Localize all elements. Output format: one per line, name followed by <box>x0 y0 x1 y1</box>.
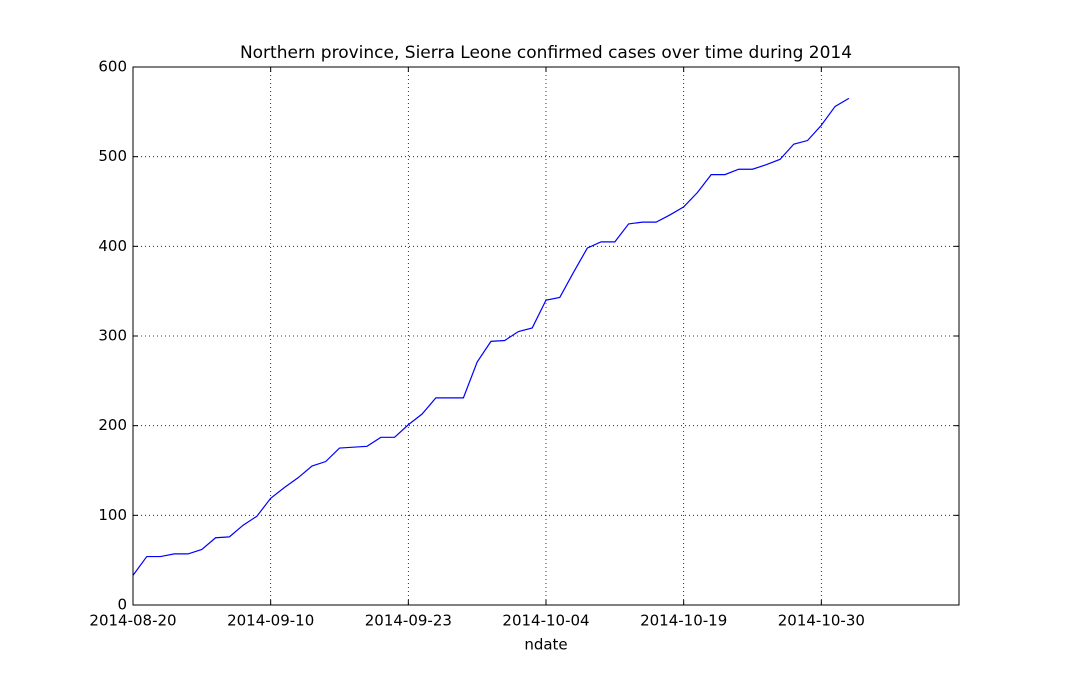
y-tick-label: 600 <box>98 58 127 76</box>
y-tick-label: 300 <box>98 327 127 345</box>
x-tick-label: 2014-10-04 <box>502 612 589 630</box>
plot-frame <box>132 66 960 606</box>
y-tick-label: 500 <box>98 147 127 165</box>
data-line <box>132 97 850 576</box>
x-tick-label: 2014-08-20 <box>89 612 176 630</box>
x-tick-label: 2014-09-23 <box>365 612 452 630</box>
y-tick-label: 100 <box>98 506 127 524</box>
y-tick-label: 400 <box>98 237 127 255</box>
x-tick-label: 2014-10-30 <box>778 612 865 630</box>
chart-title: Northern province, Sierra Leone confirme… <box>240 43 852 63</box>
x-axis-label: ndate <box>524 636 567 654</box>
y-tick-label: 0 <box>117 596 127 614</box>
y-tick-label: 200 <box>98 416 127 434</box>
x-tick-label: 2014-10-19 <box>640 612 727 630</box>
x-tick-label: 2014-09-10 <box>227 612 314 630</box>
